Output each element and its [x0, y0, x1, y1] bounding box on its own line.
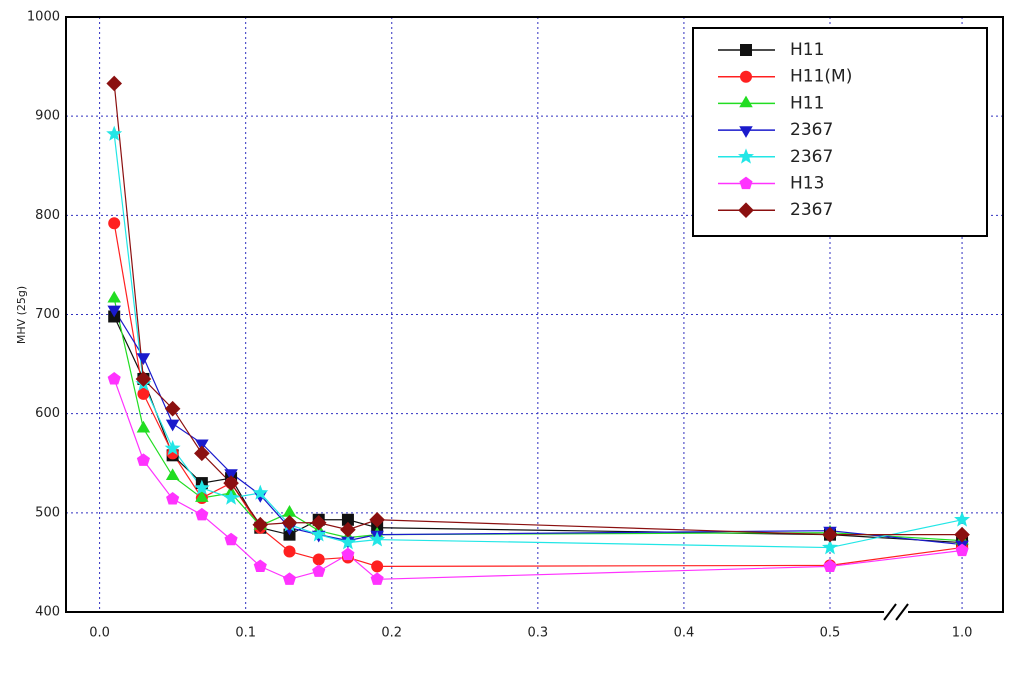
marker — [195, 439, 209, 452]
marker — [955, 543, 969, 557]
legend-label: H13 — [790, 174, 824, 194]
marker — [137, 387, 150, 400]
legend-label: H11 — [790, 93, 824, 113]
marker — [135, 371, 152, 387]
series-line — [113, 378, 963, 580]
y-tick-label: 400 — [35, 605, 60, 620]
legend-marker — [739, 126, 753, 138]
marker — [369, 531, 386, 547]
marker — [954, 511, 971, 527]
marker — [340, 521, 356, 538]
marker — [312, 564, 326, 577]
series-line — [113, 133, 963, 549]
legend-marker — [738, 148, 754, 164]
legend-label: 2367 — [790, 120, 833, 140]
marker — [371, 560, 384, 573]
marker — [224, 532, 238, 546]
marker — [195, 507, 209, 521]
y-tick-label: 800 — [35, 208, 60, 223]
y-tick-label: 700 — [35, 307, 60, 322]
marker — [283, 545, 296, 558]
x-tick-label: 0.1 — [235, 626, 256, 641]
marker — [108, 217, 121, 230]
y-tick-label: 500 — [35, 505, 60, 520]
axis-break — [883, 603, 897, 621]
y-tick-label: 1000 — [27, 10, 60, 25]
marker — [310, 514, 327, 531]
marker — [341, 513, 354, 526]
legend-label: H11(M) — [790, 67, 852, 87]
legend-marker — [740, 44, 752, 56]
marker — [369, 511, 385, 528]
marker — [281, 514, 298, 531]
marker — [136, 453, 150, 466]
x-tick-label: 0.3 — [527, 626, 548, 641]
x-tick-label: 0.5 — [820, 626, 841, 641]
marker — [252, 516, 269, 533]
marker — [107, 305, 121, 318]
marker — [282, 505, 297, 517]
marker — [341, 547, 355, 561]
marker — [223, 489, 240, 505]
x-tick-label: 0.2 — [381, 626, 402, 641]
plot-frame — [65, 16, 1004, 613]
marker — [223, 475, 239, 491]
legend-marker — [740, 70, 752, 83]
axis-break — [895, 603, 909, 621]
marker — [312, 553, 325, 566]
legend-marker — [739, 176, 753, 190]
marker — [823, 559, 837, 572]
axis-break-gap — [884, 602, 909, 622]
marker — [195, 490, 209, 502]
marker — [822, 526, 838, 543]
marker — [282, 572, 297, 585]
marker — [253, 559, 267, 572]
y-tick-label: 600 — [35, 406, 60, 421]
x-tick-label: 0.0 — [89, 626, 110, 641]
marker — [166, 492, 180, 505]
marker — [165, 468, 180, 481]
marker — [954, 526, 970, 543]
marker — [224, 469, 238, 481]
marker — [107, 372, 121, 385]
marker — [339, 534, 356, 550]
marker — [164, 439, 181, 456]
legend-box — [692, 27, 988, 237]
marker — [193, 479, 210, 495]
y-tick-label: 900 — [35, 109, 60, 124]
marker — [106, 75, 123, 92]
markers — [106, 75, 971, 585]
marker — [136, 420, 151, 433]
legend-label: H11 — [790, 40, 824, 60]
marker — [194, 445, 210, 462]
marker — [310, 526, 327, 542]
series-line — [113, 309, 963, 546]
x-tick-label: 1.0 — [952, 626, 973, 641]
series-line — [113, 298, 963, 542]
marker — [164, 400, 181, 417]
marker — [370, 572, 384, 585]
marker — [107, 290, 121, 303]
y-axis-label: MHV (25g) — [15, 286, 28, 344]
series-line — [113, 223, 963, 567]
marker — [106, 125, 123, 141]
lines — [113, 83, 963, 580]
legend-marker — [739, 95, 753, 108]
marker — [136, 353, 151, 365]
marker — [822, 539, 838, 555]
series-line — [113, 83, 963, 536]
legend-label: 2367 — [790, 200, 833, 220]
legend-label: 2367 — [790, 147, 833, 167]
x-tick-label: 0.4 — [674, 626, 695, 641]
marker — [252, 484, 269, 500]
marker — [165, 419, 180, 432]
legend-marker — [738, 202, 754, 218]
